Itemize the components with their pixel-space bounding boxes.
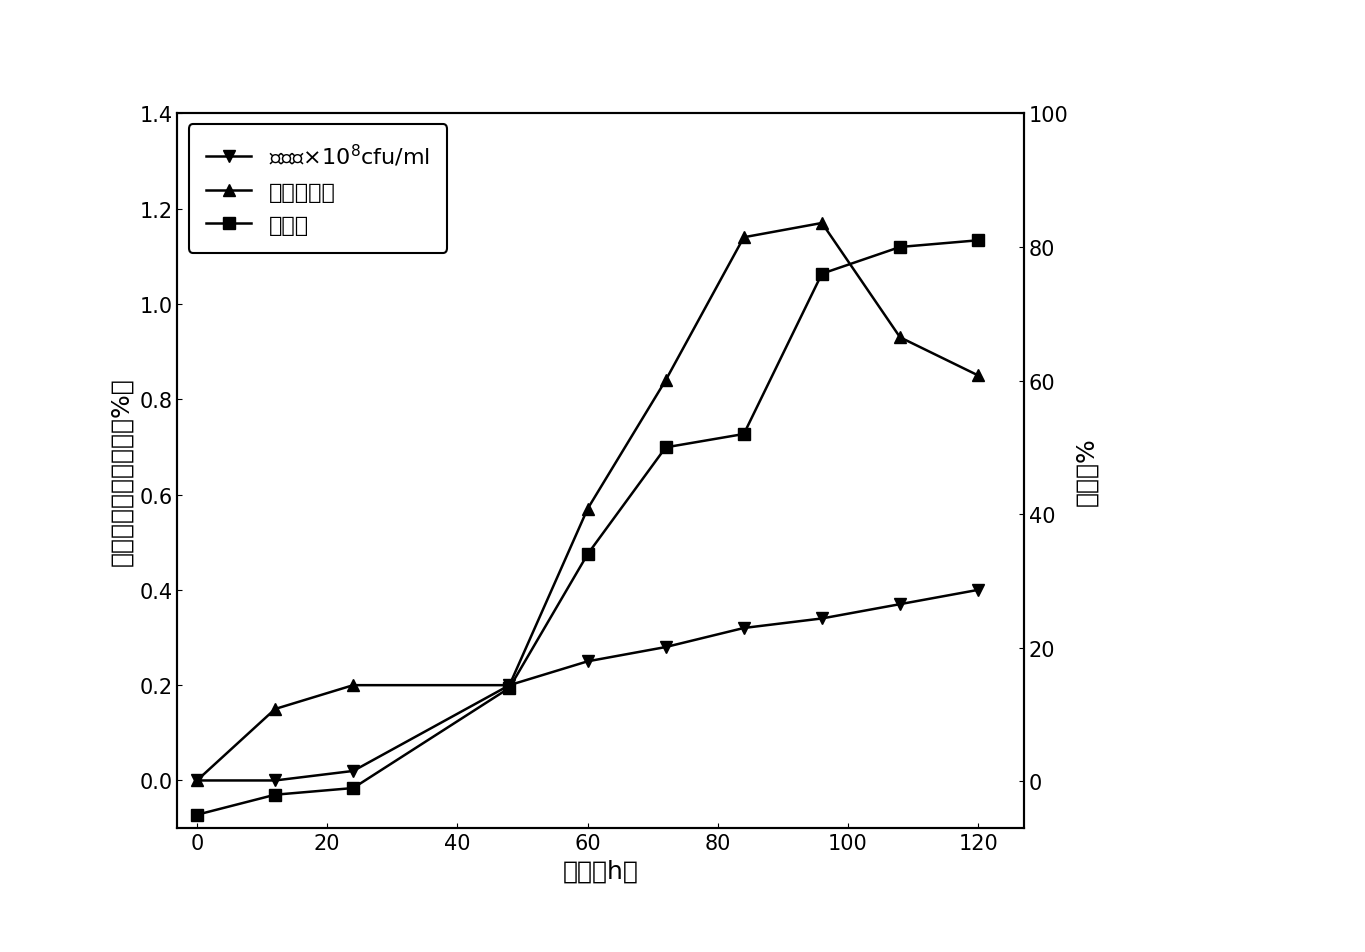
Y-axis label: 菌浓度，还原糖浓度（%）: 菌浓度，还原糖浓度（%） [109,377,134,565]
X-axis label: 时间（h）: 时间（h） [562,859,639,883]
Legend: 菌浓度×10$^{8}$cfu/ml, 还原糖浓度, 降粘率: 菌浓度×10$^{8}$cfu/ml, 还原糖浓度, 降粘率 [188,126,448,253]
Y-axis label: 降粘率%: 降粘率% [1074,437,1097,506]
